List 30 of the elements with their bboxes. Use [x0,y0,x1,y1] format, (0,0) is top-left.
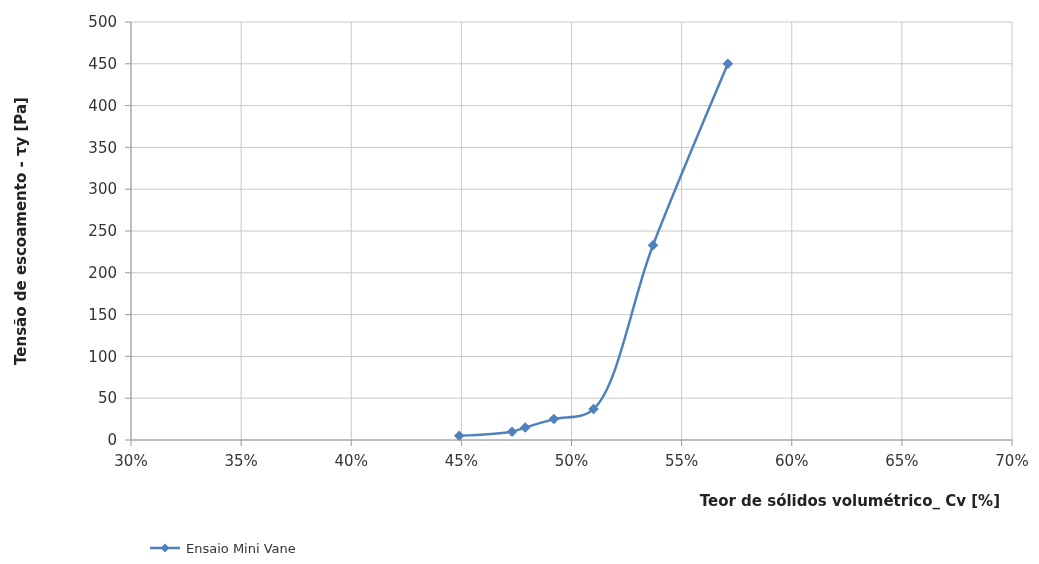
y-tick-label: 400 [88,96,117,115]
point [548,413,560,425]
point [647,239,659,251]
point [722,58,734,70]
x-tick-label: 65% [885,452,919,470]
y-tick-label: 250 [88,222,117,241]
point [453,430,465,442]
x-axis-title: Teor de sólidos volumétrico_ Cv [%] [699,492,1000,510]
y-tick-label: 150 [88,305,117,324]
point [588,403,599,415]
y-tick-label: 350 [88,138,117,157]
y-tick-label: 50 [97,389,117,408]
y-tick-label: 450 [88,55,117,74]
x-tick-label: 60% [775,452,809,470]
y-tick-label: 300 [88,180,117,199]
point [520,422,531,433]
legend-label: Ensaio Mini Vane [186,540,296,556]
y-axis-title: Tensão de escoamento - τy [Pa] [12,97,30,365]
y-tick-label: 200 [88,264,117,283]
y-tick-label: 500 [88,13,117,32]
y-tick-label: 0 [107,431,117,450]
x-tick-label: 40% [334,452,368,470]
point [506,426,518,437]
x-tick-label: 50% [554,452,589,470]
x-tick-label: 35% [224,452,258,470]
x-tick-label: 55% [664,452,699,470]
x-tick-label: 30% [114,452,148,470]
x-tick-label: 45% [444,452,479,470]
y-tick-label: 100 [88,347,117,366]
x-tick-label: 70% [995,452,1029,470]
